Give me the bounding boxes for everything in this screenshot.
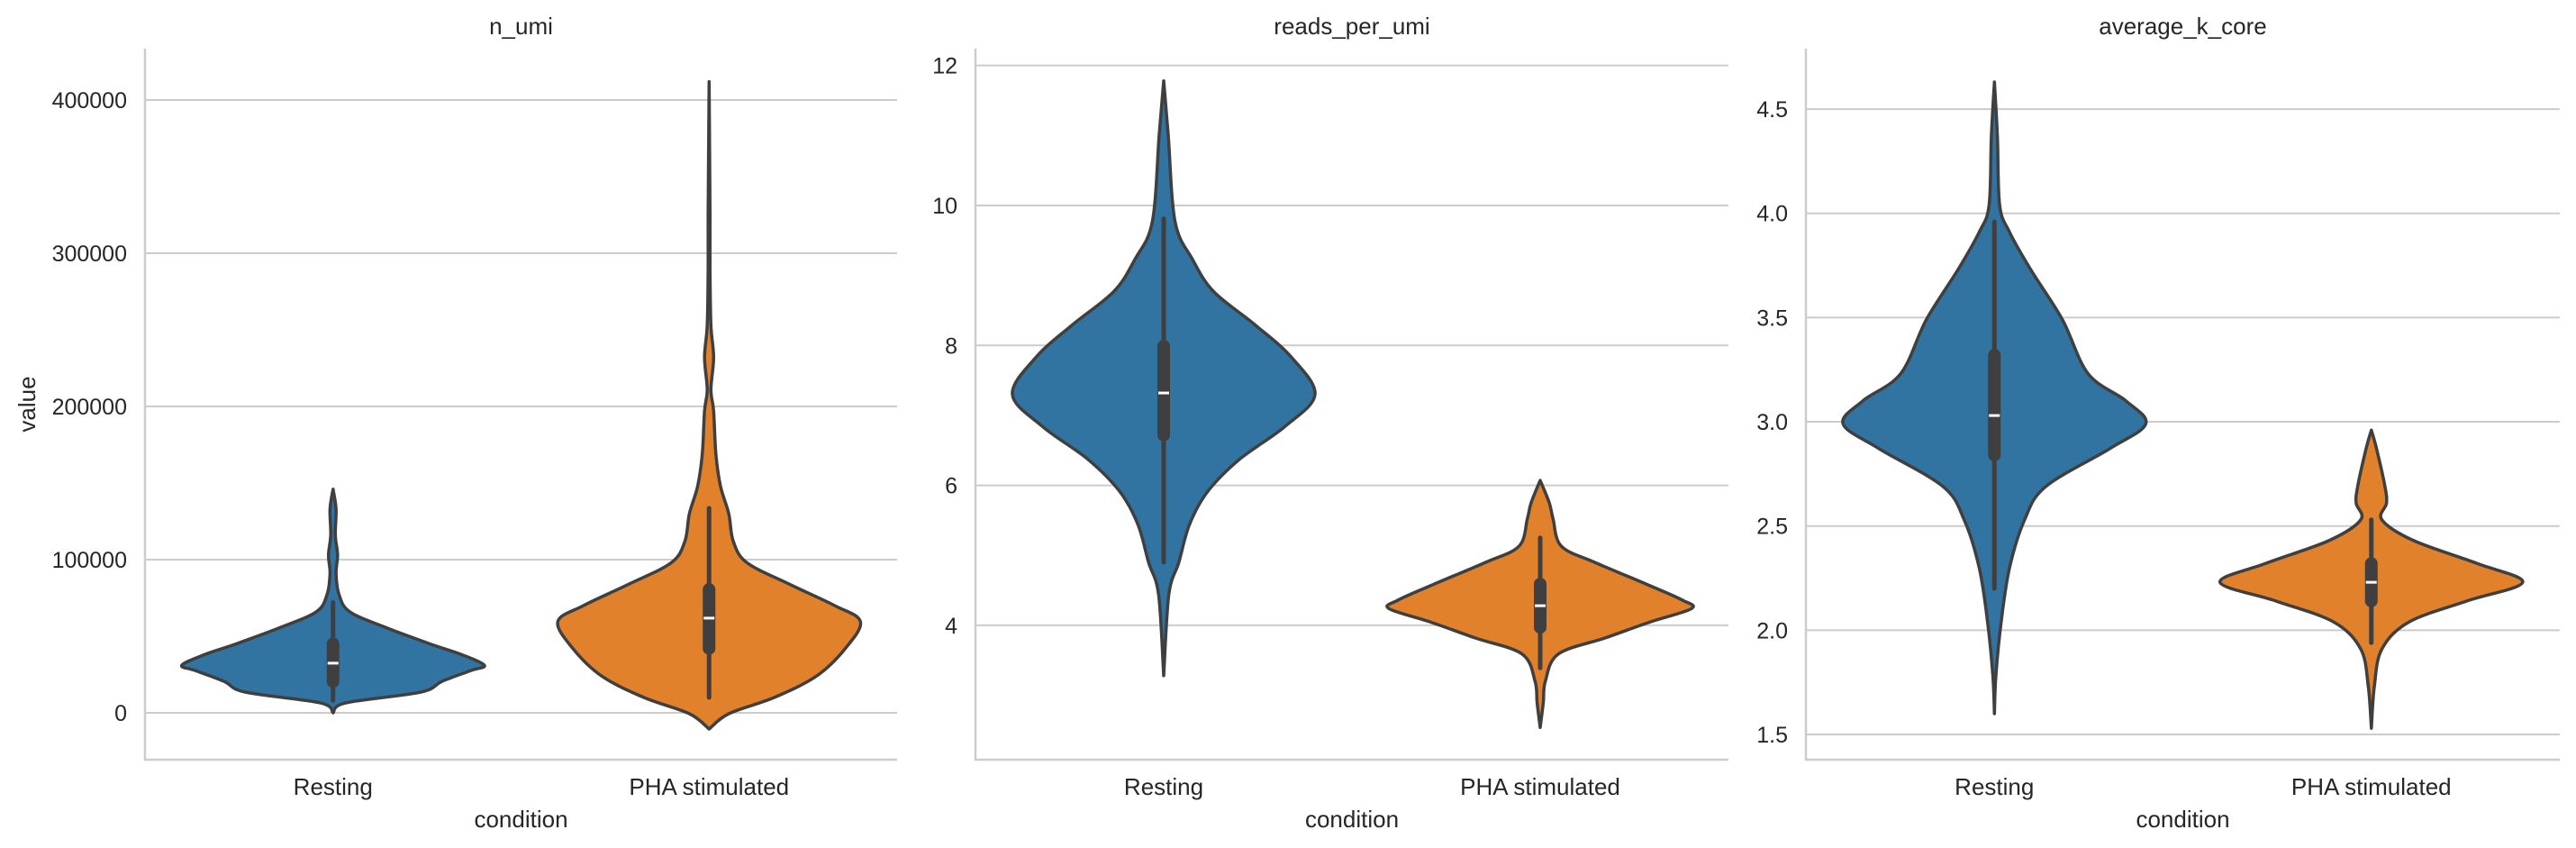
axis-spines [143,49,897,761]
x-tick-label: Resting [294,773,373,800]
y-tick-label: 8 [945,333,957,359]
y-tick-label: 300000 [52,242,127,267]
y-tick-label: 4.5 [1756,97,1788,123]
x-tick-label: PHA stimulated [2291,773,2452,800]
y-axis-label: value [14,376,41,432]
axis-spines [1804,49,2560,761]
y-tick-label: 3.5 [1756,305,1788,331]
panel-title: reads_per_umi [1274,13,1429,40]
y-tick-label: 0 [114,701,127,726]
x-axis-label: condition [1305,806,1399,833]
y-tick-label: 3.0 [1756,410,1788,435]
panel-n-umi: 0 100000 200000 300000 400000 Resting PHA stim… [14,13,897,833]
y-tick-label: 200000 [52,395,127,420]
y-tick-label: 2.0 [1756,618,1788,643]
axis-spines [974,49,1728,761]
y-tick-label: 4.0 [1756,202,1788,227]
y-tick-label: 1.5 [1756,723,1788,748]
panel-title: n_umi [489,13,553,40]
x-tick-label: PHA stimulated [629,773,789,800]
panel-reads-per-umi: 4 6 8 10 12 Resting PHA stimulated reads_per_um… [932,13,1728,833]
y-tick-label: 6 [945,474,957,499]
x-tick-label: Resting [1955,773,2034,800]
x-tick-label: Resting [1124,773,1203,800]
y-tick-label: 100000 [52,548,127,573]
x-axis-label: condition [474,806,567,833]
x-tick-label: PHA stimulated [1460,773,1620,800]
y-tick-label: 2.5 [1756,515,1788,540]
y-tick-label: 12 [932,54,957,79]
panel-title: average_k_core [2099,13,2266,40]
y-tick-label: 4 [945,614,957,639]
panel-average-k-core: 1.5 2.0 2.5 3.0 3.5 4.0 4.5 Resting PHA stimulat… [1756,13,2560,833]
x-axis-label: condition [2136,806,2229,833]
y-tick-label: 10 [932,194,957,219]
y-tick-label: 400000 [52,88,127,114]
violin-pha-stimulated [556,79,863,731]
